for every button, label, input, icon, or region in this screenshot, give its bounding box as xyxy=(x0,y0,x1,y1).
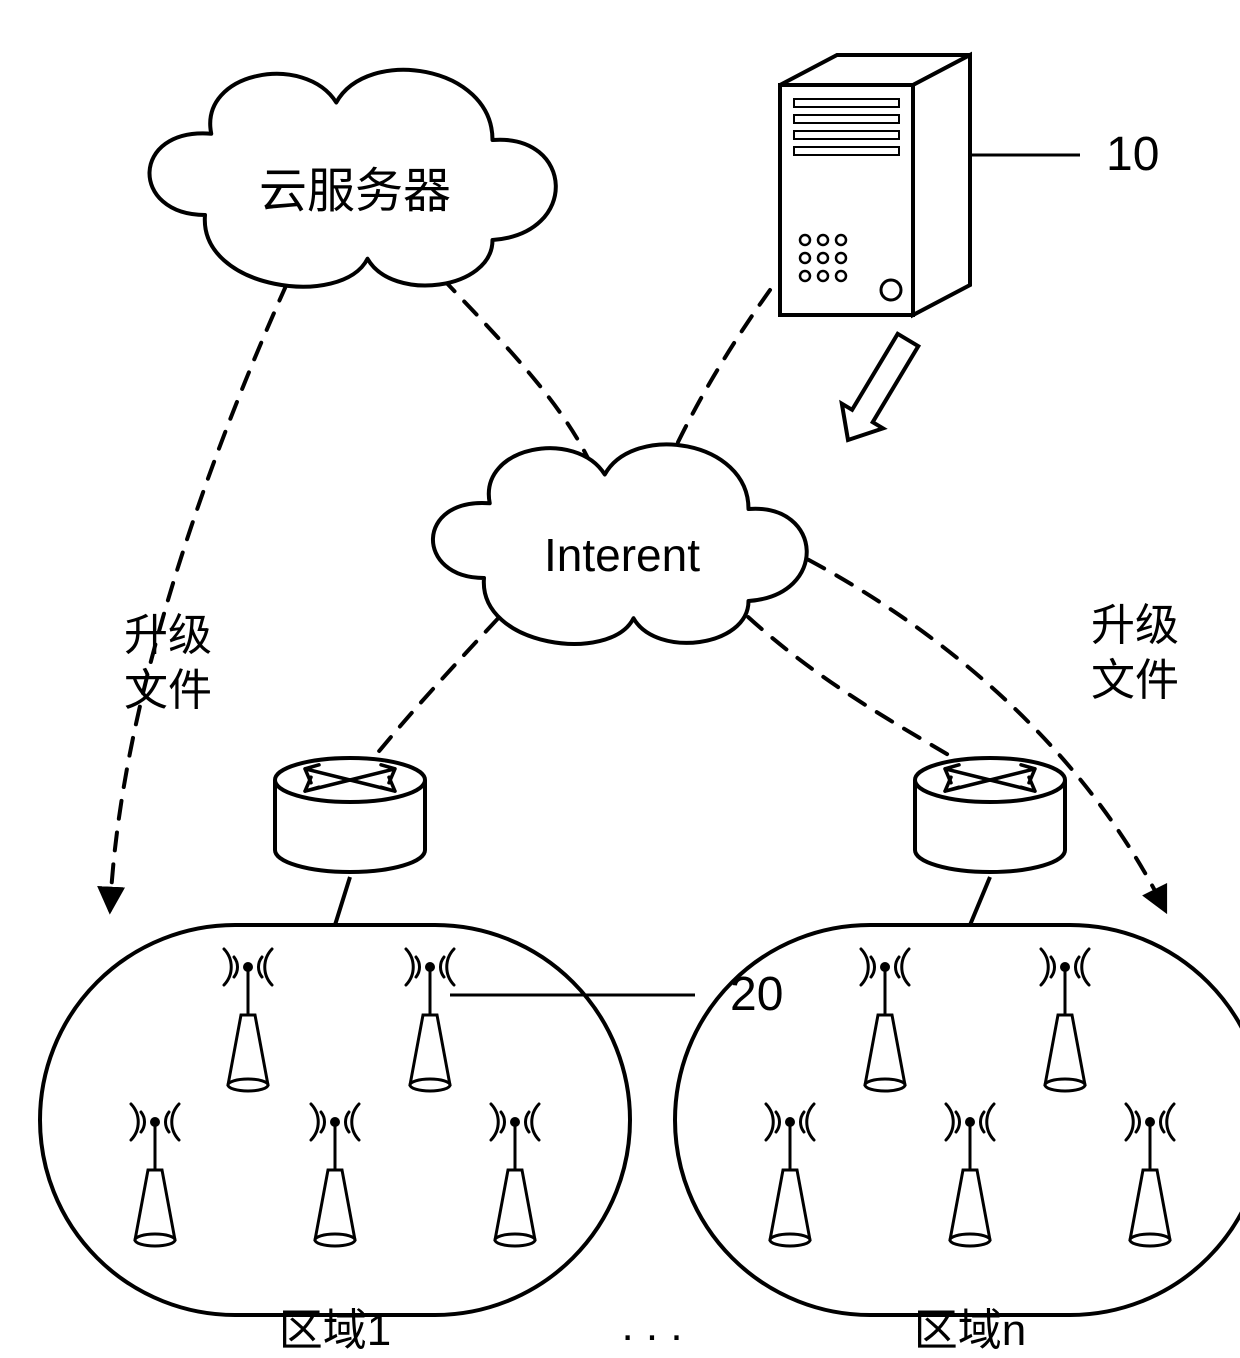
callout-label-20: 20 xyxy=(730,968,783,1021)
dashed-link-4 xyxy=(725,595,980,775)
region-label-1: 区域n xyxy=(914,1306,1026,1355)
edge-label-3: 文件 xyxy=(1091,656,1179,705)
cloud-server-label: 云服务器 xyxy=(259,165,451,218)
edge-label-0: 升级 xyxy=(124,611,212,660)
dashed-link-3 xyxy=(360,595,520,775)
cloud-internet-label: Interent xyxy=(544,529,700,581)
region-label-0: 区域1 xyxy=(279,1306,391,1355)
edge-label-1: 文件 xyxy=(124,666,212,715)
server-tower xyxy=(780,55,970,315)
cloud-server: 云服务器 xyxy=(150,70,556,287)
solid-link-1 xyxy=(970,877,990,925)
regions-ellipsis: . . . xyxy=(621,1301,682,1350)
cloud-internet: Interent xyxy=(433,444,807,644)
solid-link-0 xyxy=(335,877,350,925)
diagram-canvas: 云服务器 Interent 10 区域1 区域n . . . 20 升级文件 升级文件 xyxy=(0,0,1240,1358)
router-icon xyxy=(915,758,1065,872)
edge-label-2: 升级 xyxy=(1091,601,1179,650)
dashed-link-0 xyxy=(110,255,300,910)
callout-label-10: 10 xyxy=(1106,128,1159,181)
server-arrow xyxy=(842,334,918,440)
router-icon xyxy=(275,758,425,872)
